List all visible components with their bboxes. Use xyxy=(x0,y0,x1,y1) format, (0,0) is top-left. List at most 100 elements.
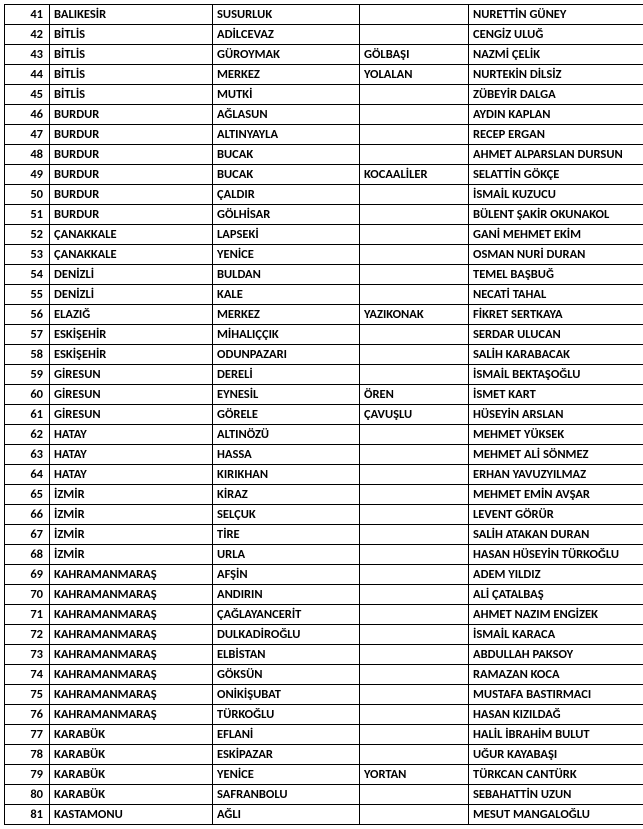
table-row: 54DENİZLİBULDANTEMEL BAŞBUĞ xyxy=(5,265,643,285)
cell-name: HASAN KIZILDAĞ xyxy=(469,705,643,725)
cell-district: EFLANİ xyxy=(213,725,360,745)
cell-subdistrict xyxy=(360,185,469,205)
table-row: 53ÇANAKKALEYENİCEOSMAN NURİ DURAN xyxy=(5,245,643,265)
cell-district: BUCAK xyxy=(213,145,360,165)
cell-name: İSMAİL KARACA xyxy=(469,625,643,645)
cell-subdistrict xyxy=(360,725,469,745)
cell-district: ELBİSTAN xyxy=(213,645,360,665)
cell-district: BUCAK xyxy=(213,165,360,185)
cell-name: ALİ ÇATALBAŞ xyxy=(469,585,643,605)
cell-no: 67 xyxy=(5,525,50,545)
table-row: 75KAHRAMANMARAŞONİKİŞUBATMUSTAFA BASTIRM… xyxy=(5,685,643,705)
cell-no: 43 xyxy=(5,45,50,65)
cell-no: 52 xyxy=(5,225,50,245)
table-row: 44BİTLİSMERKEZYOLALANNURTEKİN DİLSİZ xyxy=(5,65,643,85)
cell-name: ABDULLAH PAKSOY xyxy=(469,645,643,665)
cell-district: ALTINYAYLA xyxy=(213,125,360,145)
cell-no: 69 xyxy=(5,565,50,585)
cell-province: ESKİŞEHİR xyxy=(50,325,213,345)
cell-province: KASTAMONU xyxy=(50,805,213,825)
cell-province: ESKİŞEHİR xyxy=(50,345,213,365)
cell-name: SEBAHATTİN UZUN xyxy=(469,785,643,805)
cell-district: TÜRKOĞLU xyxy=(213,705,360,725)
table-row: 61GİRESUNGÖRELEÇAVUŞLUHÜSEYİN ARSLAN xyxy=(5,405,643,425)
cell-subdistrict: KOCAALİLER xyxy=(360,165,469,185)
cell-district: DERELİ xyxy=(213,365,360,385)
cell-no: 74 xyxy=(5,665,50,685)
cell-name: RECEP ERGAN xyxy=(469,125,643,145)
cell-subdistrict xyxy=(360,425,469,445)
cell-province: BURDUR xyxy=(50,185,213,205)
cell-no: 63 xyxy=(5,445,50,465)
cell-district: LAPSEKİ xyxy=(213,225,360,245)
cell-district: BULDAN xyxy=(213,265,360,285)
table-row: 47BURDURALTINYAYLARECEP ERGAN xyxy=(5,125,643,145)
cell-subdistrict: YAZIKONAK xyxy=(360,305,469,325)
cell-name: GANİ MEHMET EKİM xyxy=(469,225,643,245)
cell-no: 79 xyxy=(5,765,50,785)
cell-province: BURDUR xyxy=(50,105,213,125)
cell-name: NECATİ TAHAL xyxy=(469,285,643,305)
cell-district: YENİCE xyxy=(213,765,360,785)
cell-name: FİKRET SERTKAYA xyxy=(469,305,643,325)
cell-province: HATAY xyxy=(50,465,213,485)
cell-no: 76 xyxy=(5,705,50,725)
cell-subdistrict xyxy=(360,5,469,25)
table-row: 77KARABÜKEFLANİHALİL İBRAHİM BULUT xyxy=(5,725,643,745)
table-row: 58ESKİŞEHİRODUNPAZARISALİH KARABACAK xyxy=(5,345,643,365)
cell-province: KAHRAMANMARAŞ xyxy=(50,605,213,625)
cell-district: SELÇUK xyxy=(213,505,360,525)
table-row: 55DENİZLİKALENECATİ TAHAL xyxy=(5,285,643,305)
cell-no: 68 xyxy=(5,545,50,565)
cell-district: ADİLCEVAZ xyxy=(213,25,360,45)
cell-subdistrict xyxy=(360,145,469,165)
cell-no: 51 xyxy=(5,205,50,225)
table-row: 41BALIKESİRSUSURLUKNURETTİN GÜNEY xyxy=(5,5,643,25)
cell-no: 59 xyxy=(5,365,50,385)
data-table: 41BALIKESİRSUSURLUKNURETTİN GÜNEY42BİTLİ… xyxy=(4,4,643,825)
cell-subdistrict: ÇAVUŞLU xyxy=(360,405,469,425)
cell-subdistrict xyxy=(360,265,469,285)
table-row: 78KARABÜKESKİPAZARUĞUR KAYABAŞI xyxy=(5,745,643,765)
cell-subdistrict: ÖREN xyxy=(360,385,469,405)
cell-subdistrict xyxy=(360,105,469,125)
cell-subdistrict xyxy=(360,285,469,305)
table-row: 68İZMİRURLAHASAN HÜSEYİN TÜRKOĞLU xyxy=(5,545,643,565)
cell-province: BALIKESİR xyxy=(50,5,213,25)
cell-subdistrict xyxy=(360,785,469,805)
cell-province: KAHRAMANMARAŞ xyxy=(50,625,213,645)
cell-district: GÜROYMAK xyxy=(213,45,360,65)
cell-district: MERKEZ xyxy=(213,65,360,85)
cell-no: 60 xyxy=(5,385,50,405)
cell-province: KAHRAMANMARAŞ xyxy=(50,645,213,665)
cell-province: BİTLİS xyxy=(50,25,213,45)
cell-district: GÖLHİSAR xyxy=(213,205,360,225)
cell-name: AHMET NAZIM ENGİZEK xyxy=(469,605,643,625)
cell-province: KARABÜK xyxy=(50,765,213,785)
cell-name: SELATTİN GÖKÇE xyxy=(469,165,643,185)
cell-no: 44 xyxy=(5,65,50,85)
cell-name: HALİL İBRAHİM BULUT xyxy=(469,725,643,745)
cell-name: BÜLENT ŞAKİR OKUNAKOL xyxy=(469,205,643,225)
cell-no: 73 xyxy=(5,645,50,665)
cell-province: BİTLİS xyxy=(50,65,213,85)
cell-district: ESKİPAZAR xyxy=(213,745,360,765)
cell-name: NAZMİ ÇELİK xyxy=(469,45,643,65)
cell-subdistrict xyxy=(360,645,469,665)
cell-district: KALE xyxy=(213,285,360,305)
cell-province: GİRESUN xyxy=(50,405,213,425)
table-row: 60GİRESUNEYNESİLÖRENİSMET KART xyxy=(5,385,643,405)
cell-district: SAFRANBOLU xyxy=(213,785,360,805)
cell-no: 53 xyxy=(5,245,50,265)
cell-subdistrict xyxy=(360,25,469,45)
cell-subdistrict: YOLALAN xyxy=(360,65,469,85)
cell-province: KAHRAMANMARAŞ xyxy=(50,685,213,705)
cell-subdistrict xyxy=(360,465,469,485)
cell-district: ALTINÖZÜ xyxy=(213,425,360,445)
table-row: 56ELAZIĞMERKEZYAZIKONAKFİKRET SERTKAYA xyxy=(5,305,643,325)
cell-name: MEHMET EMİN AVŞAR xyxy=(469,485,643,505)
cell-no: 49 xyxy=(5,165,50,185)
cell-province: ELAZIĞ xyxy=(50,305,213,325)
cell-no: 80 xyxy=(5,785,50,805)
cell-subdistrict xyxy=(360,685,469,705)
